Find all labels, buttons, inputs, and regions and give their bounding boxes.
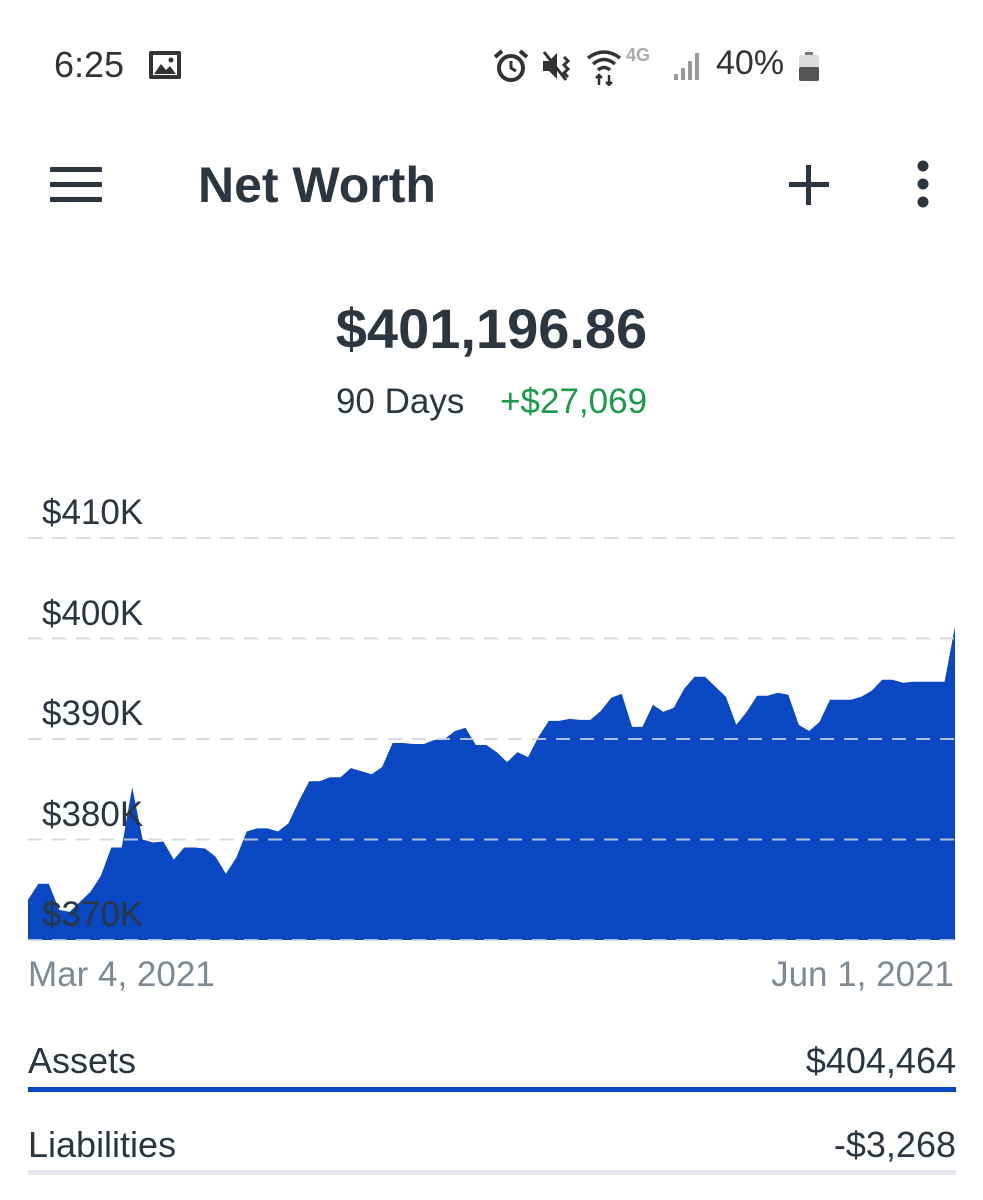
status-time: 6:25 (54, 44, 125, 85)
battery-icon (798, 52, 820, 87)
liabilities-underline (28, 1170, 956, 1175)
plus-icon[interactable] (786, 162, 832, 208)
app-bar: Net Worth (0, 140, 983, 240)
menu-icon[interactable] (50, 164, 104, 204)
alarm-icon (492, 48, 530, 89)
change-amount: +$27,069 (500, 382, 648, 421)
battery-percent: 40% (716, 44, 785, 82)
assets-row[interactable]: Assets $404,464 (28, 1040, 956, 1100)
x-axis-end-label: Jun 1, 2021 (771, 955, 954, 994)
y-tick-label: $380K (42, 794, 144, 834)
x-axis-start-label: Mar 4, 2021 (28, 955, 215, 994)
page-title: Net Worth (198, 157, 436, 213)
mute-vibrate-icon (540, 48, 576, 89)
4g-lte-icon: 4G (626, 44, 668, 71)
net-worth-chart[interactable] (0, 490, 983, 960)
status-bar: 6:25 (0, 0, 983, 130)
assets-value: $404,464 (805, 1040, 956, 1081)
y-tick-label: $410K (42, 493, 144, 532)
liabilities-value: -$3,268 (833, 1124, 956, 1165)
net-worth-area (28, 626, 955, 940)
y-tick-label: $390K (42, 694, 144, 733)
change-row: 90 Days +$27,069 (0, 382, 983, 422)
network-label: 4G (626, 45, 650, 65)
chart-svg (28, 537, 955, 941)
assets-underline (28, 1087, 956, 1092)
assets-label: Assets (28, 1040, 137, 1081)
wifi-icon (586, 48, 622, 91)
y-tick-label: $400K (42, 593, 144, 633)
net-worth-value: $401,196.86 (335, 297, 648, 360)
signal-icon (672, 48, 704, 87)
period-label[interactable]: 90 Days (335, 382, 465, 421)
image-icon (148, 50, 182, 85)
more-vertical-icon[interactable] (906, 158, 940, 212)
liabilities-label: Liabilities (28, 1124, 177, 1165)
y-tick-label: $370K (42, 895, 144, 934)
liabilities-row[interactable]: Liabilities -$3,268 (28, 1124, 956, 1184)
